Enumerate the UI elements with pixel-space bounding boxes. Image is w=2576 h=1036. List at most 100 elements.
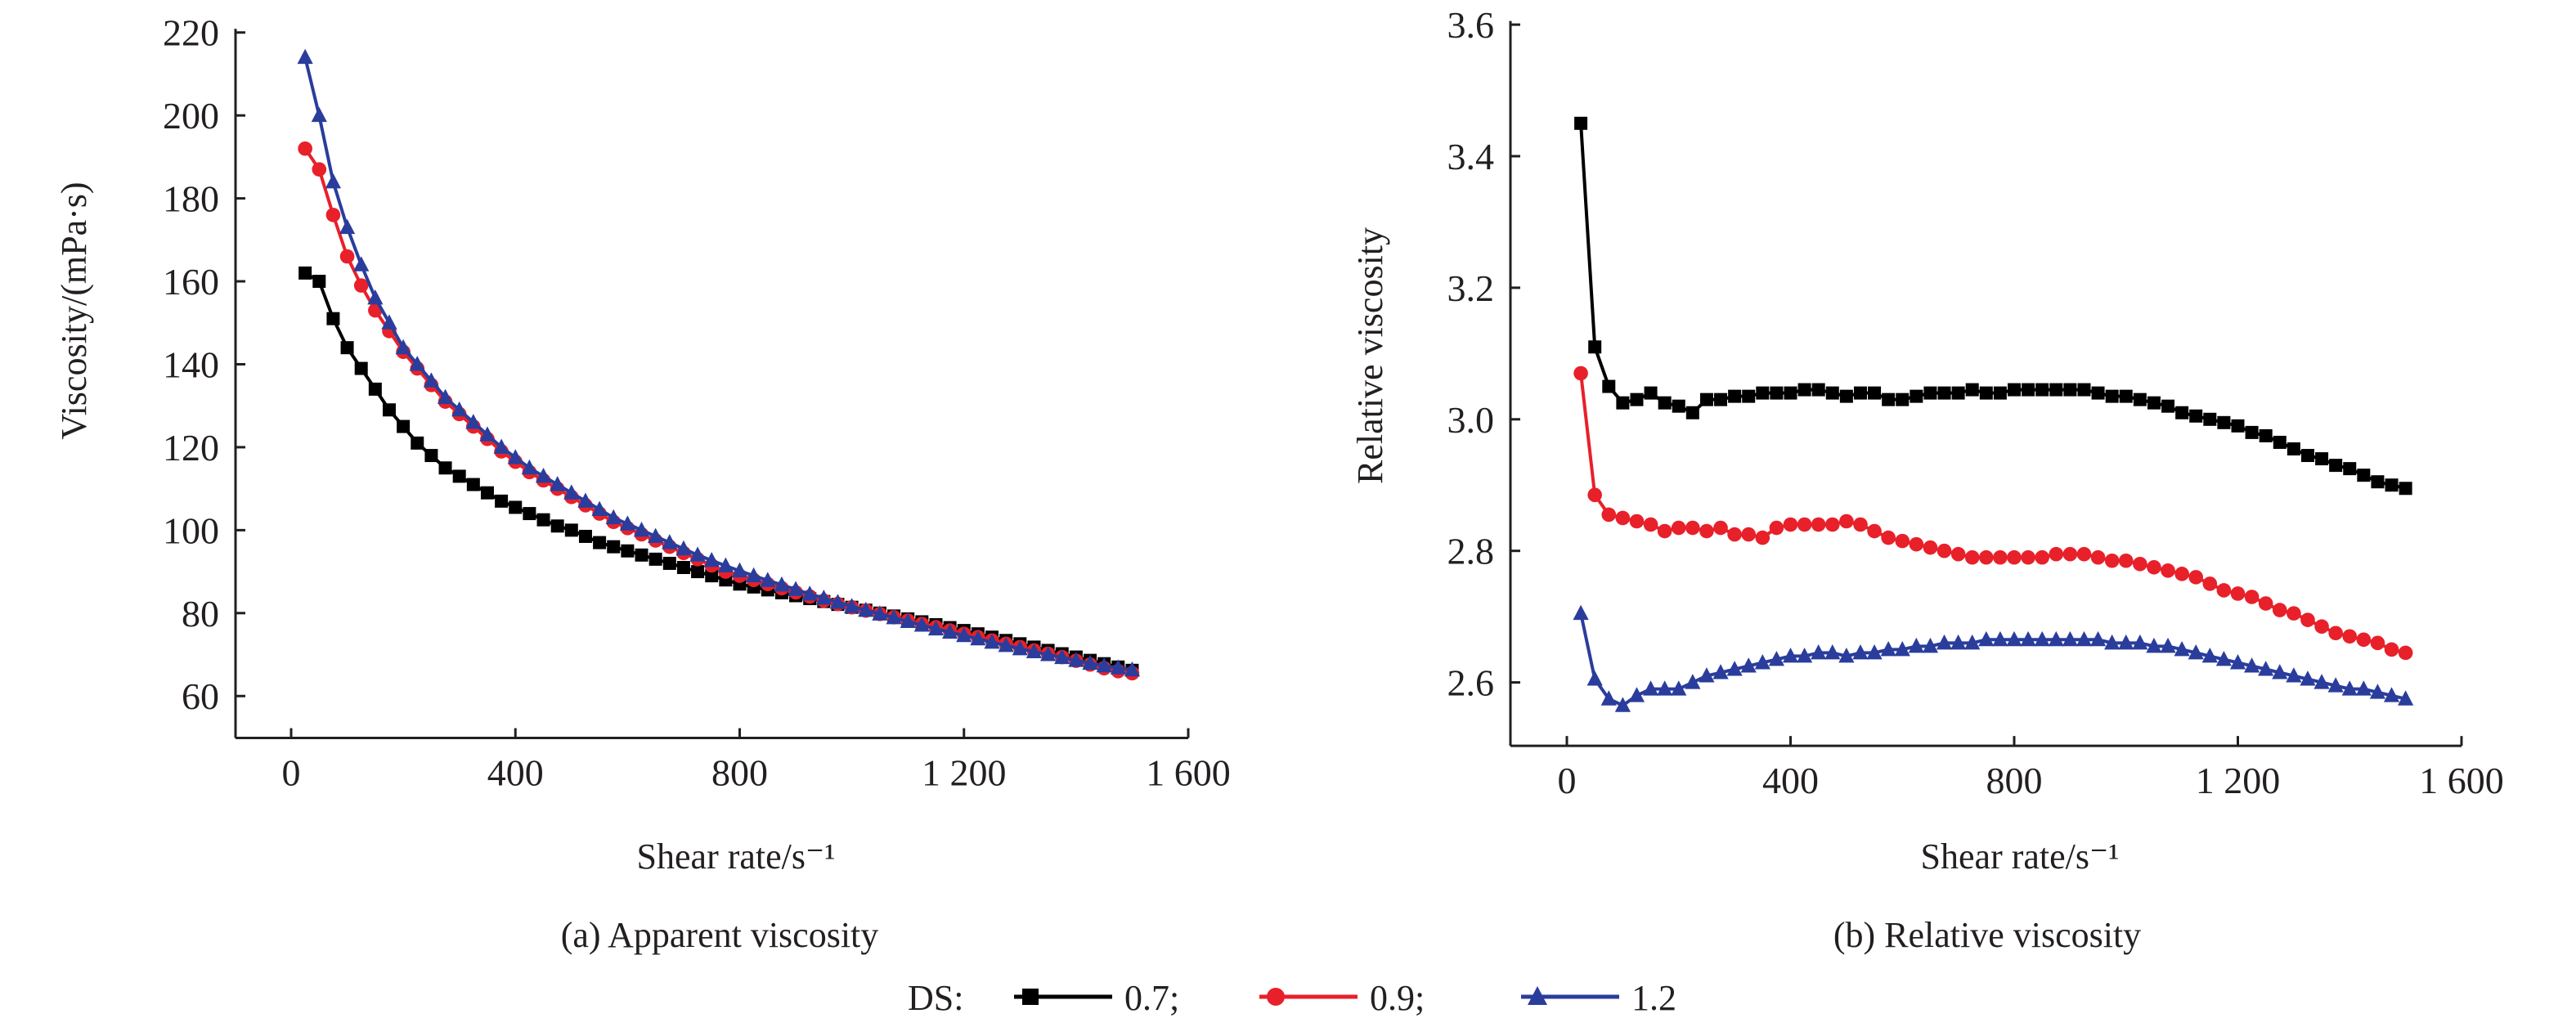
- data-point: [1965, 383, 1979, 397]
- data-point: [607, 540, 621, 554]
- data-point: [2035, 549, 2049, 565]
- y-tick-label: 3.4: [1447, 136, 1495, 177]
- data-point: [2118, 553, 2134, 568]
- data-point: [1866, 644, 1883, 660]
- data-point: [2063, 383, 2077, 397]
- data-point: [2287, 442, 2300, 456]
- y-tick-label: 200: [163, 95, 219, 137]
- data-point: [2105, 389, 2119, 403]
- data-point: [676, 561, 690, 575]
- y-tick-label: 60: [182, 675, 219, 717]
- data-point: [2229, 654, 2246, 670]
- data-point: [438, 461, 452, 475]
- data-point: [298, 266, 312, 280]
- legend-entry: 0.7;: [1014, 978, 1179, 1018]
- data-point: [2006, 630, 2022, 647]
- data-point: [2244, 590, 2260, 604]
- y-tick-label: 140: [163, 343, 219, 385]
- data-point: [2062, 630, 2078, 647]
- data-point: [703, 551, 720, 567]
- data-point: [956, 626, 972, 643]
- data-point: [1964, 549, 1980, 565]
- data-point: [2371, 475, 2385, 489]
- data-point: [1741, 527, 1757, 542]
- data-point: [1082, 654, 1098, 670]
- data-point: [1796, 648, 1813, 663]
- data-point: [1824, 644, 1841, 660]
- data-point: [1797, 517, 1812, 532]
- data-point: [550, 519, 564, 533]
- data-point: [648, 552, 662, 566]
- data-point: [1586, 670, 1603, 686]
- data-point: [2385, 478, 2399, 492]
- data-point: [2300, 449, 2314, 463]
- data-point: [1616, 396, 1630, 410]
- data-point: [1629, 514, 1645, 529]
- x-axis-label: Shear rate/s⁻¹: [637, 836, 836, 877]
- data-point: [1922, 637, 1939, 653]
- data-point: [788, 581, 804, 596]
- data-point: [2343, 462, 2357, 476]
- data-point: [1671, 680, 1687, 696]
- data-point: [479, 426, 496, 442]
- data-point: [2147, 560, 2161, 575]
- data-point: [635, 548, 648, 562]
- data-point: [970, 630, 986, 646]
- data-point: [1811, 517, 1826, 532]
- data-point: [1993, 549, 2008, 565]
- data-point: [2243, 657, 2260, 673]
- data-point: [662, 556, 676, 570]
- data-point: [1853, 386, 1867, 400]
- data-point: [353, 256, 370, 271]
- data-point: [1964, 634, 1981, 650]
- data-point: [437, 388, 454, 405]
- data-point: [2048, 630, 2064, 647]
- data-point: [1054, 648, 1070, 665]
- data-point: [2049, 383, 2063, 397]
- data-point: [1992, 630, 2008, 647]
- series-line: [303, 147, 1133, 675]
- data-point: [1712, 664, 1729, 679]
- data-point: [2202, 576, 2218, 591]
- data-point: [2175, 406, 2189, 419]
- data-point: [2022, 383, 2035, 397]
- data-point: [760, 572, 776, 587]
- data-point: [2203, 412, 2217, 426]
- data-point: [2188, 644, 2204, 660]
- data-point: [2216, 583, 2232, 598]
- data-point: [495, 494, 509, 508]
- data-point: [2089, 630, 2107, 647]
- y-tick-label: 80: [182, 593, 219, 635]
- x-tick-label: 1 600: [1146, 752, 1231, 794]
- data-point: [1811, 644, 1827, 660]
- data-point: [1896, 392, 1910, 406]
- data-point: [1979, 386, 1993, 400]
- legend: DS: 0.7; 0.9; 1.2: [908, 978, 1676, 1018]
- data-point: [1950, 546, 1966, 562]
- data-point: [998, 636, 1014, 653]
- data-point: [1783, 517, 1798, 532]
- data-point: [829, 594, 846, 609]
- data-point: [466, 478, 480, 491]
- data-point: [2258, 596, 2273, 611]
- chart-relative-viscosity: Shear rate/s⁻¹ Relative viscosity (b) Re…: [1350, 4, 2504, 955]
- series-1.2: [1573, 604, 2414, 712]
- data-point: [452, 469, 466, 483]
- caption: (b) Relative viscosity: [1833, 915, 2141, 955]
- data-point: [2133, 556, 2147, 572]
- legend-marker-circle: [1267, 988, 1285, 1006]
- data-point: [2399, 482, 2412, 496]
- data-point: [550, 476, 566, 491]
- data-point: [325, 208, 341, 222]
- data-point: [424, 449, 438, 463]
- data-point: [858, 601, 874, 617]
- data-point: [367, 289, 384, 305]
- data-point: [523, 507, 536, 521]
- data-point: [1923, 386, 1937, 400]
- data-point: [1811, 383, 1825, 397]
- data-point: [2132, 634, 2148, 650]
- legend-entry: 0.9;: [1259, 978, 1425, 1018]
- data-point: [507, 449, 523, 464]
- x-axis-label: Shear rate/s⁻¹: [1921, 836, 2120, 877]
- caption: (a) Apparent viscosity: [561, 915, 879, 955]
